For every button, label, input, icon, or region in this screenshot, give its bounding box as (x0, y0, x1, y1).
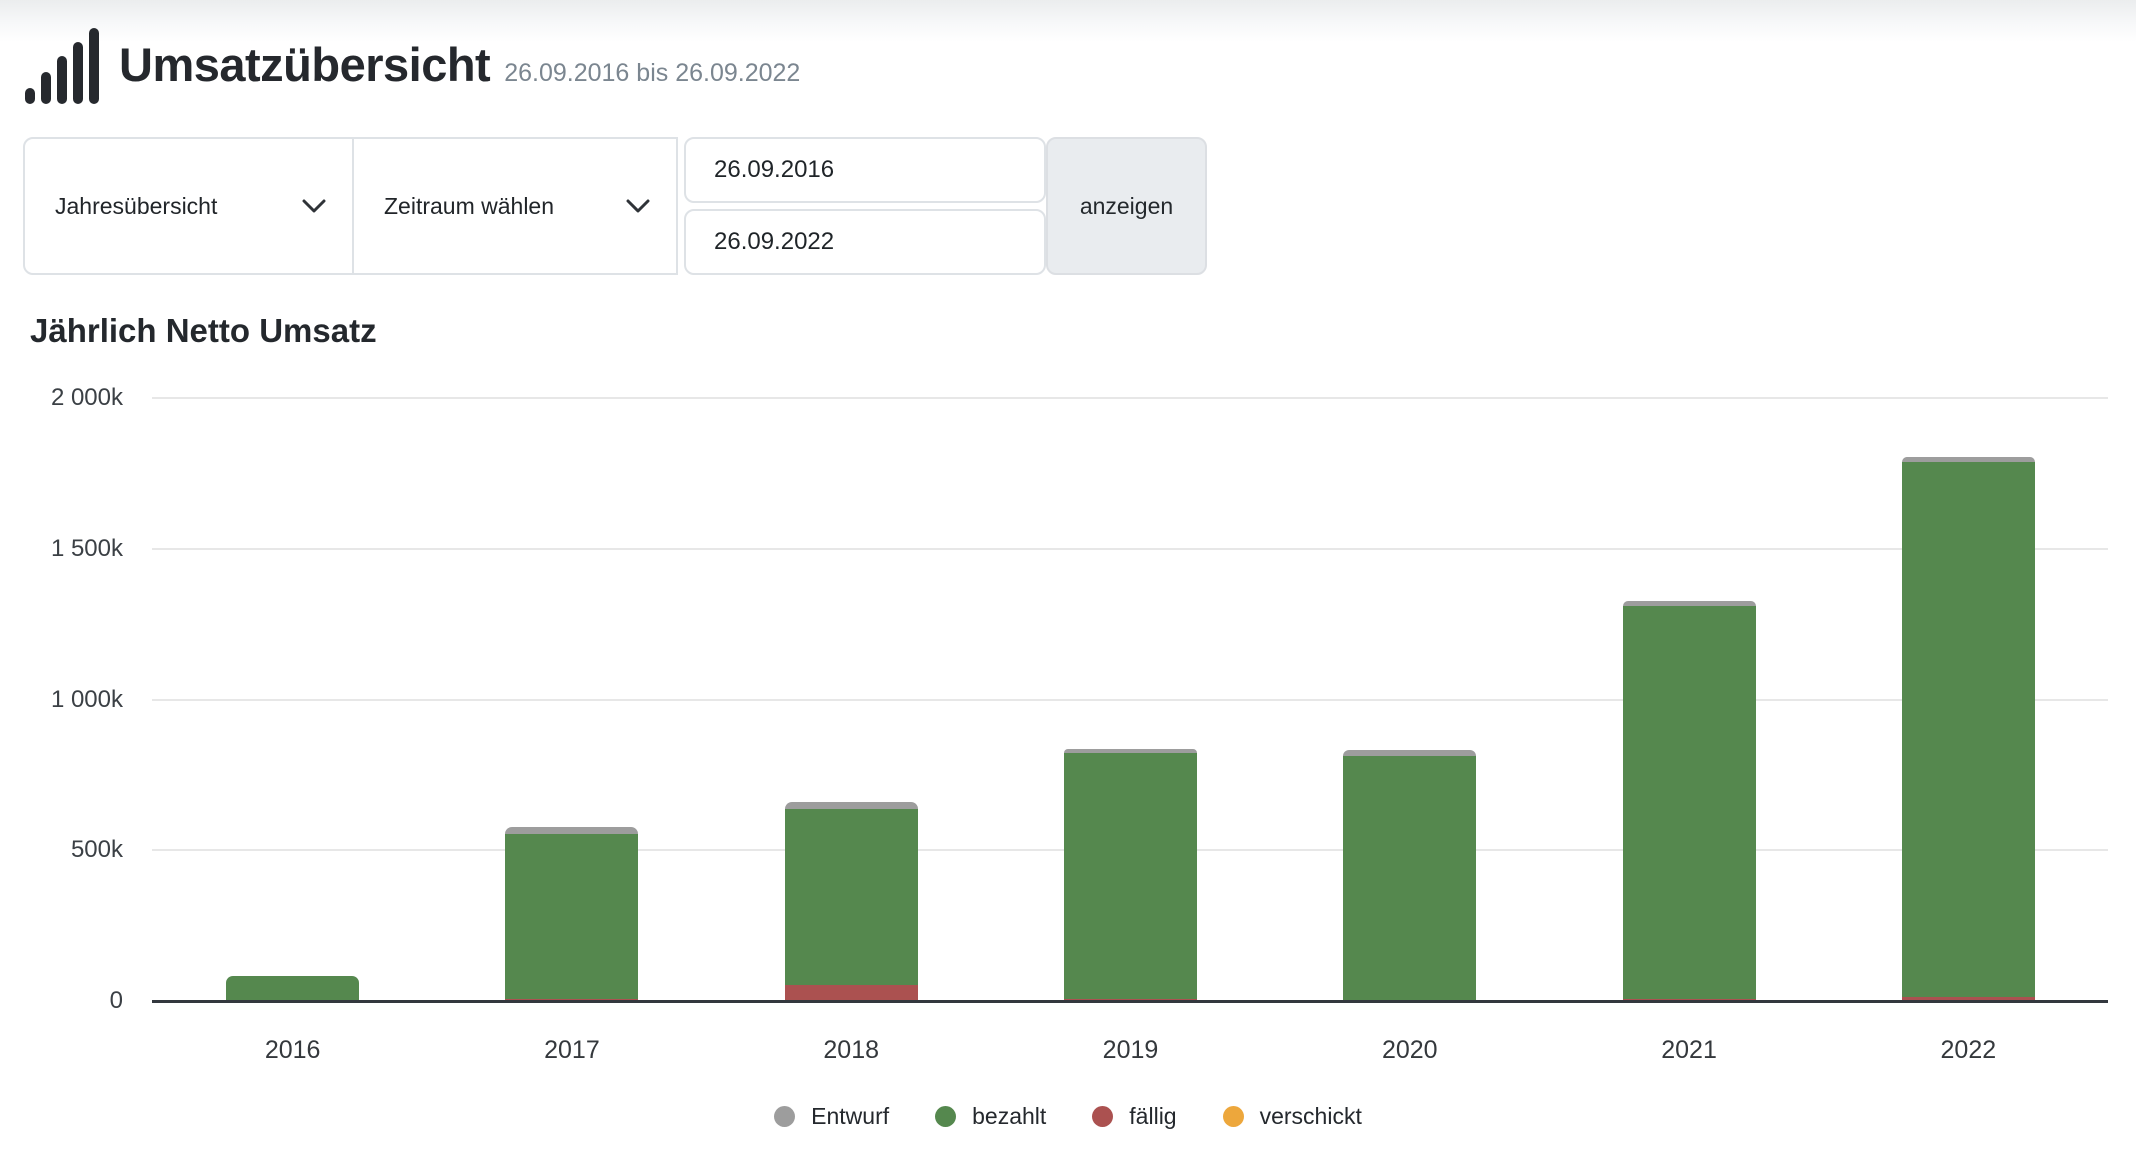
bar-segment-bezahlt[interactable] (505, 834, 639, 999)
bar-segment-bezahlt[interactable] (1063, 753, 1197, 999)
x-axis-label: 2022 (1940, 1036, 1997, 1064)
show-button[interactable]: anzeigen (1046, 137, 1207, 275)
x-axis-label: 2021 (1661, 1036, 1717, 1064)
legend-label-bezahlt: bezahlt (972, 1103, 1047, 1129)
gridline (152, 547, 2108, 550)
legend-item-bezahlt[interactable]: bezahlt (935, 1103, 1046, 1130)
bar-2018[interactable] (784, 802, 918, 1001)
bars-layer (153, 398, 2108, 1001)
legend-label-verschickt: verschickt (1259, 1103, 1362, 1129)
top-gradient (0, 0, 2136, 42)
bar-segment-bezahlt[interactable] (784, 809, 918, 985)
x-axis-label: 2020 (1381, 1036, 1438, 1064)
bar-slot-2018 (712, 398, 991, 1001)
bar-segment-Entwurf[interactable] (1063, 749, 1197, 753)
bar-chart-icon (25, 28, 99, 104)
bar-2016[interactable] (226, 976, 360, 1001)
gridline (152, 698, 2108, 701)
legend-item-verschickt[interactable]: verschickt (1222, 1103, 1362, 1130)
x-axis-line (152, 1000, 2108, 1003)
bar-2019[interactable] (1063, 749, 1197, 1001)
period-select-value: Zeitraum wählen (384, 192, 555, 219)
bar-segment-bezahlt[interactable] (1343, 756, 1477, 1001)
page-header: Umsatzübersicht 26.09.2016 bis 26.09.2022 (25, 24, 800, 104)
bar-slot-2017 (432, 398, 711, 1001)
x-axis-label: 2019 (1102, 1036, 1159, 1064)
bar-segment-bezahlt[interactable] (1622, 606, 1756, 999)
bar-segment-Entwurf[interactable] (1622, 601, 1756, 606)
y-axis-label: 500k (70, 836, 123, 864)
chevron-down-icon (626, 199, 650, 213)
x-axis-label: 2017 (544, 1036, 600, 1064)
y-axis-label: 0 (109, 987, 123, 1014)
bar-segment-Entwurf[interactable] (505, 827, 639, 834)
y-axis-label: 2 000k (50, 384, 123, 411)
bar-segment-Entwurf[interactable] (784, 802, 918, 809)
gridline (152, 397, 2108, 399)
y-axis-label: 1 000k (50, 685, 123, 713)
bar-segment-bezahlt[interactable] (1901, 462, 2035, 997)
legend-swatch-verschickt (1222, 1106, 1244, 1127)
view-mode-select[interactable]: Jahresübersicht (23, 137, 354, 275)
legend-label-fällig: fällig (1129, 1103, 1177, 1129)
chart-legend: Entwurf bezahlt fällig verschickt (0, 1103, 2136, 1130)
period-select[interactable]: Zeitraum wählen (354, 137, 678, 275)
bar-segment-fällig[interactable] (784, 985, 918, 1001)
page-title: Umsatzübersicht (119, 37, 491, 91)
y-axis-label: 1 500k (50, 534, 123, 562)
bar-segment-Entwurf[interactable] (1901, 457, 2035, 462)
x-axis-label: 2018 (823, 1036, 880, 1064)
bar-segment-fällig[interactable] (1901, 997, 2035, 1001)
bar-slot-2016 (153, 398, 432, 1001)
x-axis-labels: 2016 2017 2018 2019 2020 2021 2022 (153, 1036, 2108, 1065)
title-line: Umsatzübersicht 26.09.2016 bis 26.09.2022 (119, 37, 800, 92)
bar-slot-2021 (1549, 398, 1828, 1001)
legend-label-Entwurf: Entwurf (811, 1103, 890, 1129)
bar-segment-bezahlt[interactable] (226, 976, 360, 1001)
bar-slot-2020 (1270, 398, 1549, 1001)
bar-slot-2019 (991, 398, 1270, 1001)
date-range-subtitle: 26.09.2016 bis 26.09.2022 (504, 58, 801, 87)
chevron-down-icon (302, 199, 326, 213)
bar-segment-Entwurf[interactable] (1343, 750, 1477, 756)
legend-item-Entwurf[interactable]: Entwurf (774, 1103, 889, 1130)
bar-2021[interactable] (1622, 601, 1756, 1001)
bar-2022[interactable] (1901, 457, 2035, 1001)
bar-2020[interactable] (1343, 750, 1477, 1001)
filter-toolbar: Jahresübersicht Zeitraum wählen anzeigen (23, 137, 1207, 275)
legend-swatch-bezahlt (935, 1106, 957, 1127)
legend-swatch-Entwurf (774, 1106, 796, 1127)
chart-title: Jährlich Netto Umsatz (30, 312, 377, 349)
bar-2017[interactable] (505, 827, 639, 1001)
legend-swatch-fällig (1092, 1106, 1114, 1127)
x-axis-label: 2016 (264, 1036, 321, 1064)
date-to-input[interactable] (684, 209, 1046, 275)
date-from-input[interactable] (684, 137, 1046, 203)
bar-slot-2022 (1829, 398, 2108, 1001)
view-mode-select-value: Jahresübersicht (55, 192, 218, 219)
legend-item-fällig[interactable]: fällig (1092, 1103, 1177, 1130)
date-range-fields (684, 137, 1046, 275)
